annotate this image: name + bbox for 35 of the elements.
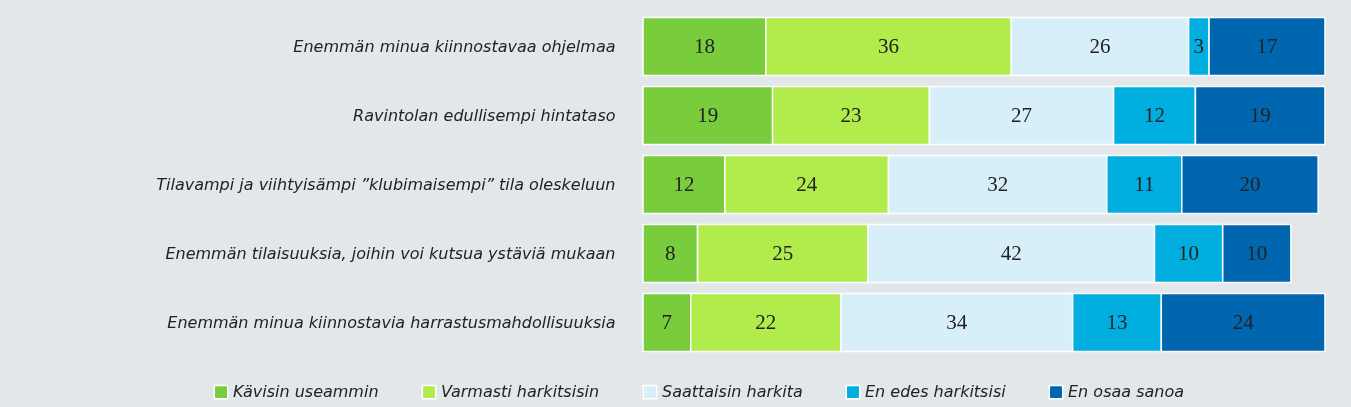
legend-label: En edes harkitsisi [865,382,1007,402]
y-tick-label: Tilavampi ja viihtyisämpi ”klubimaisempi” tila oleskeluun [156,174,616,194]
data-label: 22 [755,309,777,334]
data-label: 11 [1134,171,1155,196]
y-tick-label: Enemmän minua kiinnostavaa ohjelmaa [293,36,616,56]
data-label: 34 [946,309,968,334]
data-label: 13 [1106,309,1128,334]
data-label: 3 [1193,33,1205,58]
data-label: 10 [1246,240,1268,265]
data-label: 27 [1011,102,1033,127]
data-label: 12 [673,171,695,196]
data-label: 23 [840,102,862,127]
data-label: 17 [1256,33,1278,58]
data-label: 8 [665,240,676,265]
data-label: 18 [693,33,715,58]
y-tick-label: Ravintolan edullisempi hintataso [353,105,616,125]
data-label: 7 [661,309,673,334]
data-label: 36 [878,33,900,58]
data-label: 42 [1000,240,1022,265]
data-label: 20 [1239,171,1261,196]
legend-label: Varmasti harkitsisin [441,382,600,402]
data-label: 12 [1144,102,1165,127]
legend-label: Saattaisin harkita [662,382,803,402]
legend-label: Kävisin useammin [233,382,379,402]
data-label: 25 [772,240,794,265]
data-label: 24 [1232,309,1255,334]
data-label: 10 [1178,240,1200,265]
y-tick-label: Enemmän tilaisuuksia, joihin voi kutsua ystäviä mukaan [165,243,616,263]
legend-label: En osaa sanoa [1068,382,1185,402]
data-label: 32 [987,171,1009,196]
data-label: 24 [796,171,818,196]
data-label: 26 [1089,33,1111,58]
data-label: 19 [1249,102,1271,127]
data-label: 19 [697,102,719,127]
y-tick-label: Enemmän minua kiinnostavia harrastusmahdollisuuksia [167,312,616,332]
